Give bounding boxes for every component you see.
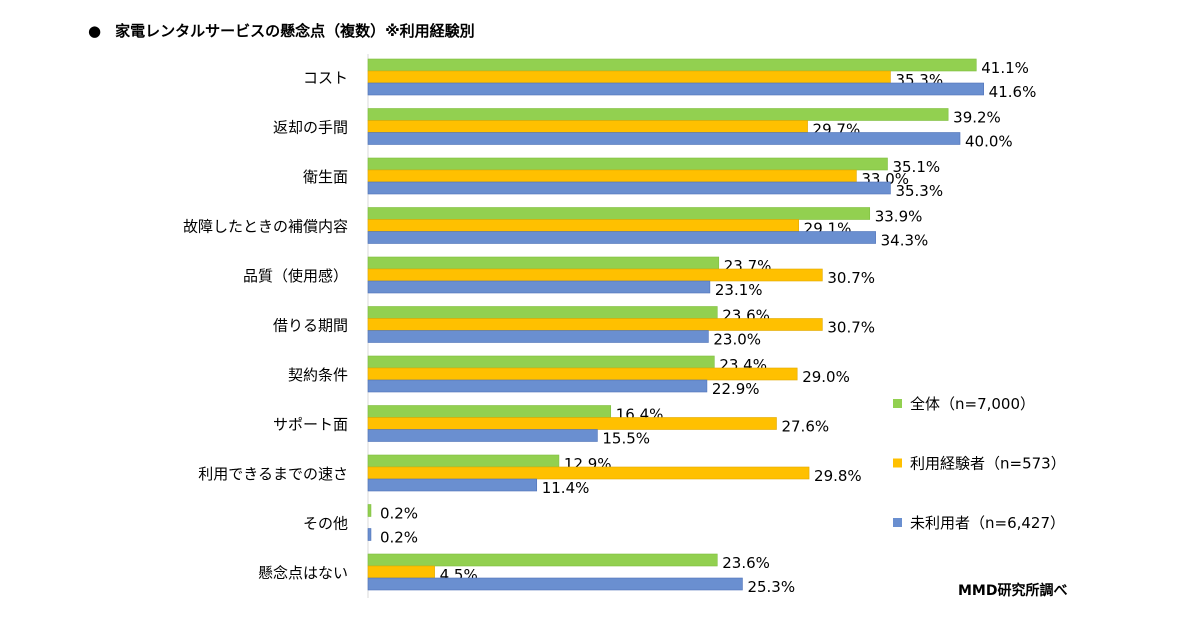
data-label: 40.0% (965, 133, 1013, 151)
data-label: 29.8% (814, 467, 862, 485)
data-label: 30.7% (827, 269, 875, 287)
bar-experienced (367, 466, 810, 480)
data-label: 0.2% (380, 529, 418, 547)
category-label: 懸念点はない (258, 564, 348, 582)
data-label: 22.9% (712, 380, 760, 398)
bar-total (367, 355, 715, 369)
category-label: 故障したときの補償内容 (183, 218, 348, 236)
data-label: 23.0% (713, 331, 761, 349)
legend-label: 利用経験者（n=573） (910, 455, 1066, 473)
bar-non-user (367, 231, 876, 244)
data-label: 27.6% (781, 418, 829, 436)
bar-experienced (367, 120, 808, 133)
bar-total (367, 553, 718, 567)
data-label: 35.1% (892, 158, 940, 176)
data-label: 23.1% (715, 281, 763, 299)
bar-total (367, 108, 949, 121)
data-label: 35.3% (895, 182, 943, 200)
data-label: 39.2% (953, 109, 1001, 127)
data-label: 29.0% (802, 368, 850, 386)
category-label: コスト (303, 69, 348, 87)
legend-label: 未利用者（n=6,427） (910, 514, 1065, 532)
legend-swatch (893, 399, 902, 408)
bar-non-user (367, 132, 961, 145)
bar-non-user (367, 82, 984, 96)
bar-experienced (367, 417, 777, 430)
bar-experienced (367, 70, 891, 84)
bar-total (367, 58, 977, 72)
bar-non-user (367, 379, 708, 393)
legend-swatch (893, 518, 902, 527)
category-label: その他 (303, 515, 348, 533)
chart-title-text: 家電レンタルサービスの懸念点（複数）※利用経験別 (115, 22, 475, 40)
category-label: 品質（使用感） (243, 267, 348, 285)
bar-experienced (367, 169, 857, 183)
source-note: MMD研究所調べ (958, 583, 1068, 599)
data-label: 33.9% (875, 208, 923, 226)
category-label: 借りる期間 (273, 317, 348, 335)
bar-non-user (367, 330, 709, 343)
legend-swatch (893, 458, 902, 468)
data-label: 11.4% (542, 479, 590, 497)
bar-non-user (367, 528, 372, 541)
bar-total (367, 157, 888, 171)
bar-non-user (367, 181, 891, 195)
category-label: 利用できるまでの速さ (198, 465, 348, 483)
data-label: 25.3% (747, 578, 795, 596)
bar-total (367, 256, 720, 270)
bar-total (367, 207, 871, 220)
data-label: 15.5% (602, 430, 650, 448)
bar-experienced (367, 565, 435, 579)
legend-label: 全体（n=7,000） (910, 395, 1035, 413)
data-label: 30.7% (827, 319, 875, 337)
bar-non-user (367, 478, 538, 492)
category-label: 衛生面 (303, 168, 348, 186)
bar-total (367, 306, 718, 319)
data-label: 41.6% (989, 83, 1037, 101)
bar-experienced (367, 367, 798, 381)
data-label: 0.2% (380, 505, 418, 523)
category-label: 返却の手間 (273, 119, 348, 137)
title-bullet: ● (88, 22, 102, 40)
data-label: 23.6% (722, 554, 770, 572)
bar-non-user (367, 577, 743, 591)
bar-non-user (367, 280, 711, 294)
bar-non-user (367, 429, 598, 442)
category-label: サポート面 (273, 416, 348, 434)
chart-title: ● 家電レンタルサービスの懸念点（複数）※利用経験別 (88, 20, 475, 41)
data-label: 41.1% (981, 59, 1029, 77)
category-label: 契約条件 (288, 366, 348, 384)
data-label: 34.3% (881, 232, 929, 250)
bar-total (367, 405, 612, 418)
bar-total (367, 454, 560, 468)
bar-total (367, 504, 372, 517)
bar-experienced (367, 318, 823, 331)
bar-experienced (367, 268, 823, 282)
bar-experienced (367, 219, 799, 232)
